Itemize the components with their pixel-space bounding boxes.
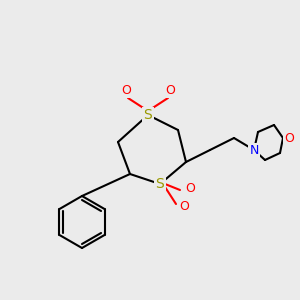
Text: O: O [121, 84, 131, 97]
Text: O: O [284, 131, 294, 145]
Text: S: S [144, 108, 152, 122]
Text: N: N [249, 143, 259, 157]
Text: O: O [179, 200, 189, 214]
Text: O: O [185, 182, 195, 194]
Text: S: S [156, 177, 164, 191]
Text: N: N [249, 143, 259, 157]
Text: O: O [165, 84, 175, 97]
